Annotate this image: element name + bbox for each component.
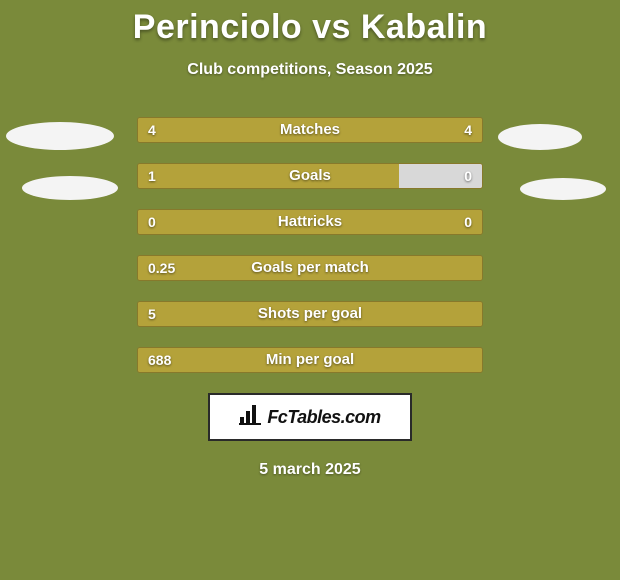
date-label: 5 march 2025 (0, 461, 620, 479)
logo-text: FcTables.com (267, 407, 380, 428)
page-subtitle: Club competitions, Season 2025 (0, 61, 620, 79)
stat-row: Min per goal688 (137, 347, 483, 373)
stat-value-right: 4 (464, 118, 472, 142)
stat-label: Matches (138, 118, 482, 142)
stat-label: Hattricks (138, 210, 482, 234)
stat-row: Shots per goal5 (137, 301, 483, 327)
stat-value-right: 0 (464, 164, 472, 188)
stat-label: Goals per match (138, 256, 482, 280)
placeholder-oval (498, 124, 582, 150)
stat-row: Goals1 0 (137, 163, 483, 189)
placeholder-oval (520, 178, 606, 200)
stat-label: Shots per goal (138, 302, 482, 326)
stat-bars: Matches44Goals10Hattricks00Goals per mat… (137, 117, 483, 373)
stat-value-left: 5 (148, 302, 156, 326)
stat-row: Goals per match0.25 (137, 255, 483, 281)
stat-value-left: 1 (148, 164, 156, 188)
stat-row: Hattricks0 0 (137, 209, 483, 235)
placeholder-oval (22, 176, 118, 200)
bar-chart-icon (239, 405, 261, 430)
stat-value-left: 4 (148, 118, 156, 142)
placeholder-oval (6, 122, 114, 150)
stat-value-left: 688 (148, 348, 171, 372)
page-title: Perinciolo vs Kabalin (0, 0, 620, 47)
stat-row: Matches4 4 (137, 117, 483, 143)
comparison-chart: Matches44Goals10Hattricks00Goals per mat… (0, 117, 620, 373)
stat-value-right: 0 (464, 210, 472, 234)
logo-box[interactable]: FcTables.com (208, 393, 412, 441)
stat-label: Goals (138, 164, 482, 188)
stat-value-left: 0 (148, 210, 156, 234)
stat-label: Min per goal (138, 348, 482, 372)
stat-value-left: 0.25 (148, 256, 175, 280)
